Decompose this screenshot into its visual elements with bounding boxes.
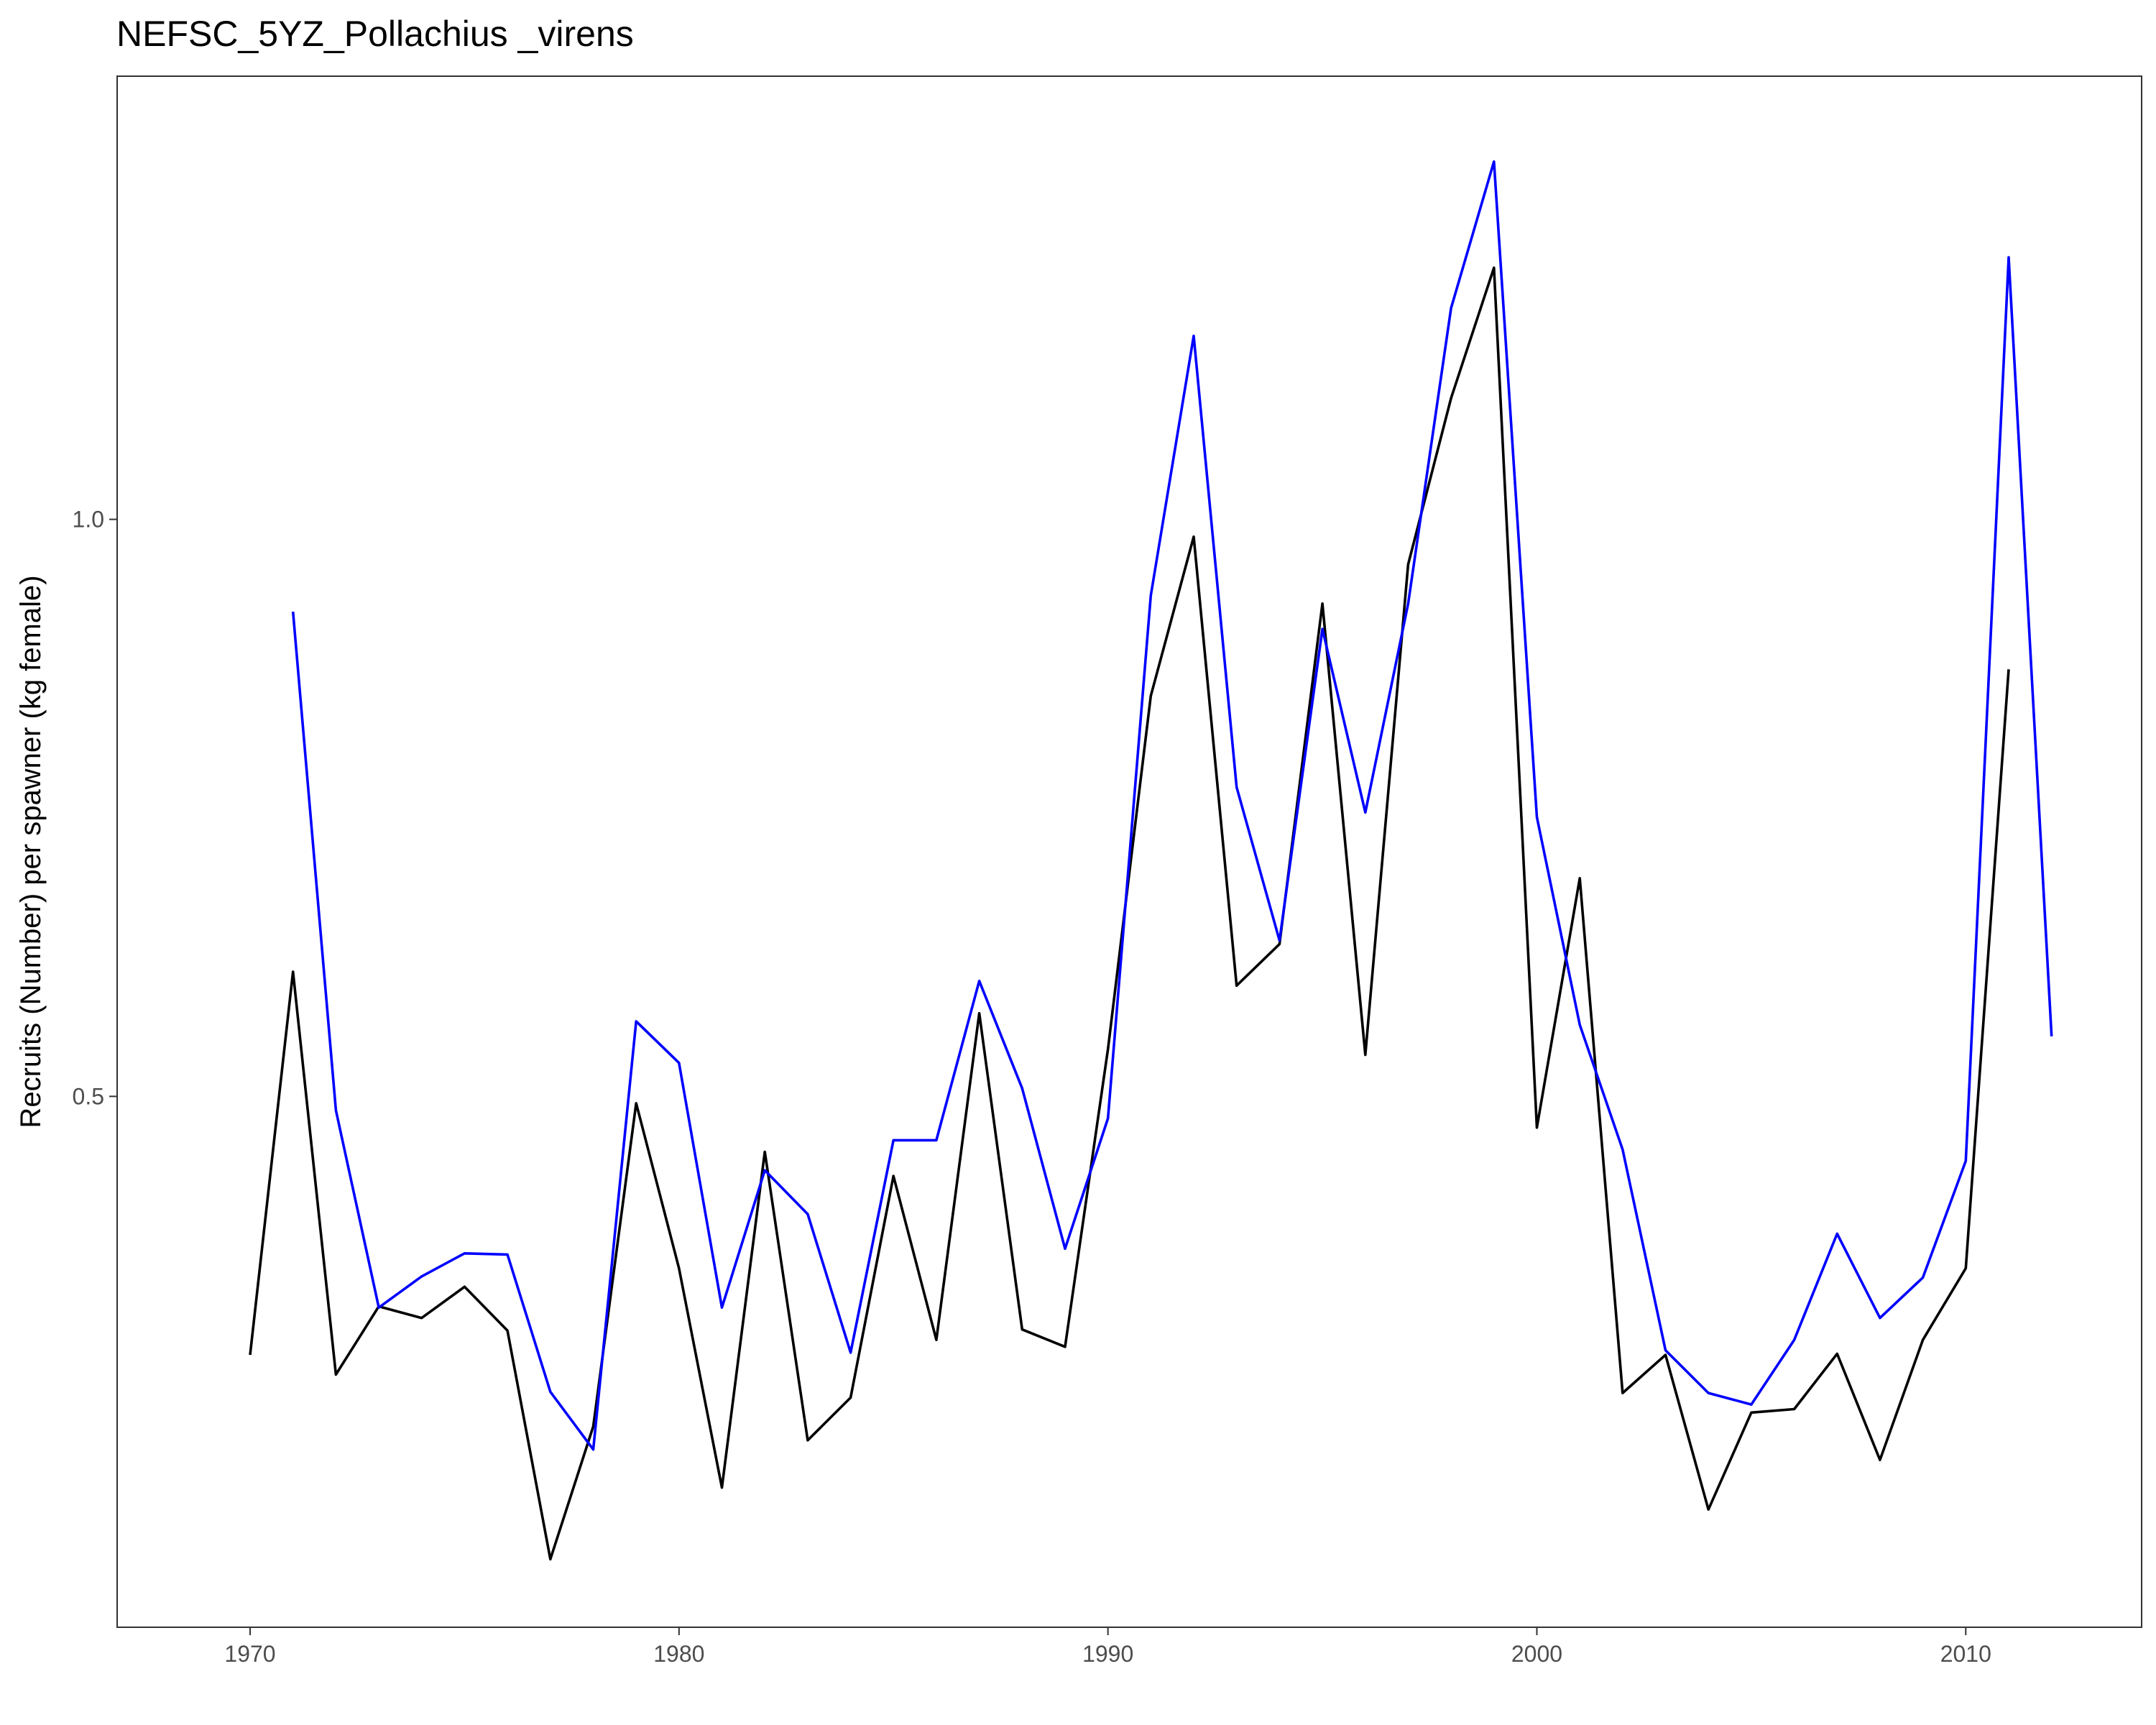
x-tick-label: 1980 (653, 1641, 704, 1667)
y-tick-label: 1.0 (73, 507, 104, 533)
x-axis: 1970 1980 1990 2000 2010 (224, 1627, 1991, 1667)
series-line-2 (291, 160, 2053, 1451)
x-tick-label: 2010 (1940, 1641, 1991, 1667)
plot-panel (116, 75, 2142, 1628)
chart-title: NEFSC_5YZ_Pollachius _virens (116, 14, 634, 54)
y-axis: 0.5 1.0 (73, 507, 117, 1109)
y-tick-label: 0.5 (73, 1083, 104, 1109)
x-tick-label: 2000 (1511, 1641, 1562, 1667)
x-tick-label: 1970 (224, 1641, 275, 1667)
x-tick-label: 1990 (1082, 1641, 1133, 1667)
y-axis-title: Recruits (Number) per spawner (kg female… (15, 575, 47, 1128)
series-layer (249, 160, 2053, 1561)
series-line-1 (249, 266, 2010, 1561)
